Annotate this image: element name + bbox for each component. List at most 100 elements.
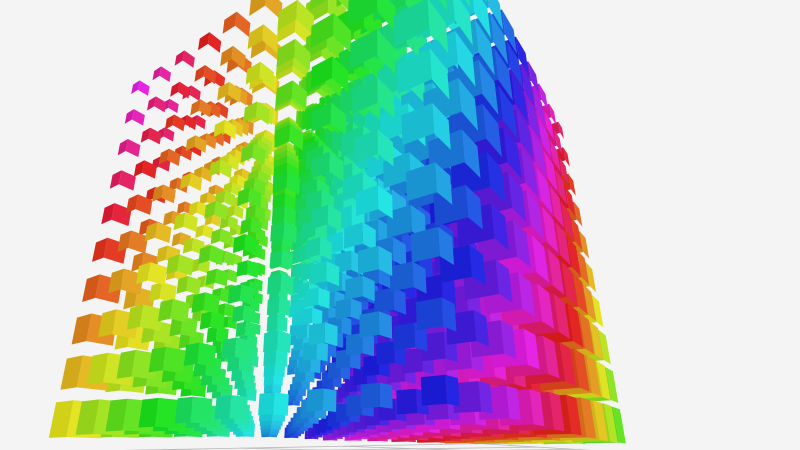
cube-point[interactable]	[420, 374, 460, 407]
cube-point[interactable]	[165, 114, 185, 132]
cube-point[interactable]	[117, 139, 141, 158]
cube-point[interactable]	[144, 222, 172, 243]
cube-point[interactable]	[219, 215, 238, 231]
cube-point[interactable]	[191, 292, 220, 314]
cube-point[interactable]	[240, 217, 262, 236]
cube-point[interactable]	[412, 0, 471, 8]
cube-point[interactable]	[133, 160, 157, 179]
cube-point[interactable]	[276, 38, 311, 71]
cube-point[interactable]	[389, 261, 427, 294]
cube-point[interactable]	[356, 185, 393, 219]
cube-point[interactable]	[393, 322, 428, 352]
cube-point[interactable]	[190, 99, 212, 118]
cube-point[interactable]	[185, 135, 207, 153]
cube-point[interactable]	[247, 24, 279, 53]
cube-point[interactable]	[136, 262, 168, 286]
cube-point[interactable]	[174, 50, 195, 68]
cube-point[interactable]	[170, 81, 190, 99]
cube-point[interactable]	[204, 201, 228, 221]
cube-point[interactable]	[397, 48, 450, 100]
cube-point[interactable]	[179, 172, 203, 191]
cube-point[interactable]	[157, 299, 190, 323]
cube-point[interactable]	[232, 234, 258, 255]
cube-point[interactable]	[358, 245, 393, 276]
cube-point[interactable]	[210, 228, 232, 246]
cube-point[interactable]	[199, 311, 225, 331]
cube-point[interactable]	[311, 102, 346, 136]
cube-point[interactable]	[310, 261, 340, 287]
cube-point[interactable]	[126, 304, 163, 331]
cube-point[interactable]	[173, 212, 198, 232]
cube-point[interactable]	[205, 268, 228, 287]
cube-point[interactable]	[220, 45, 246, 69]
cube-point[interactable]	[117, 230, 149, 254]
cube-point[interactable]	[206, 326, 229, 344]
cube-point[interactable]	[214, 395, 248, 420]
cube-point[interactable]	[166, 254, 194, 276]
cube-point[interactable]	[415, 297, 457, 332]
cube-point[interactable]	[232, 305, 256, 324]
cube-point[interactable]	[390, 0, 447, 11]
cube-point[interactable]	[270, 220, 297, 244]
cube-point[interactable]	[243, 101, 270, 125]
cube-point[interactable]	[245, 204, 266, 222]
cube-point[interactable]	[226, 204, 244, 219]
cube-point[interactable]	[245, 61, 274, 88]
cube-point[interactable]	[401, 102, 451, 150]
cube-point[interactable]	[140, 127, 162, 145]
cube-point[interactable]	[266, 315, 288, 332]
cube-point[interactable]	[240, 143, 266, 165]
cube-point[interactable]	[374, 287, 407, 315]
cube-point[interactable]	[348, 0, 397, 33]
cube-point[interactable]	[267, 273, 294, 296]
cube-point[interactable]	[275, 80, 307, 110]
cube-point[interactable]	[274, 124, 304, 151]
cube-point[interactable]	[263, 330, 292, 353]
cube-point[interactable]	[350, 28, 396, 75]
cube-point[interactable]	[258, 392, 289, 416]
cube-point[interactable]	[152, 66, 172, 82]
cube-point[interactable]	[277, 0, 314, 36]
cube-point[interactable]	[221, 337, 251, 360]
cube-point[interactable]	[215, 190, 236, 207]
cube-point[interactable]	[410, 226, 455, 266]
cube-point[interactable]	[335, 298, 362, 321]
cube-point[interactable]	[235, 321, 257, 338]
cube-point[interactable]	[147, 96, 167, 113]
cube-point[interactable]	[306, 388, 337, 412]
cube-point[interactable]	[176, 276, 201, 295]
cube-point[interactable]	[183, 342, 216, 367]
cube-point[interactable]	[152, 184, 176, 204]
cube-point[interactable]	[310, 56, 349, 93]
cube-point[interactable]	[227, 284, 255, 305]
cube-point[interactable]	[432, 0, 487, 3]
cube-point[interactable]	[149, 282, 177, 303]
cube-point[interactable]	[131, 80, 150, 96]
cube-point[interactable]	[266, 297, 291, 316]
cube-point[interactable]	[308, 322, 338, 347]
cube-point[interactable]	[194, 65, 217, 85]
cube-point[interactable]	[109, 170, 136, 191]
cube-point[interactable]	[237, 187, 262, 208]
cube-point[interactable]	[345, 275, 375, 302]
cube-point[interactable]	[269, 249, 293, 270]
cube-point[interactable]	[159, 148, 181, 166]
cube-point[interactable]	[302, 341, 328, 362]
cube-point[interactable]	[124, 109, 145, 126]
cube-point[interactable]	[311, 204, 342, 232]
cube-point[interactable]	[222, 11, 251, 37]
cube-point[interactable]	[195, 224, 214, 239]
cube-point[interactable]	[311, 151, 344, 182]
cube-point[interactable]	[198, 32, 222, 53]
cube-point[interactable]	[217, 81, 241, 103]
cube-point[interactable]	[354, 129, 394, 167]
cube-point[interactable]	[310, 13, 351, 53]
cube-point[interactable]	[305, 237, 332, 261]
cube-point[interactable]	[304, 287, 330, 309]
cube-point[interactable]	[272, 171, 300, 195]
cube-point[interactable]	[148, 346, 186, 374]
cube-point[interactable]	[352, 77, 395, 119]
cube-point[interactable]	[393, 0, 449, 54]
cube-point[interactable]	[174, 396, 213, 424]
